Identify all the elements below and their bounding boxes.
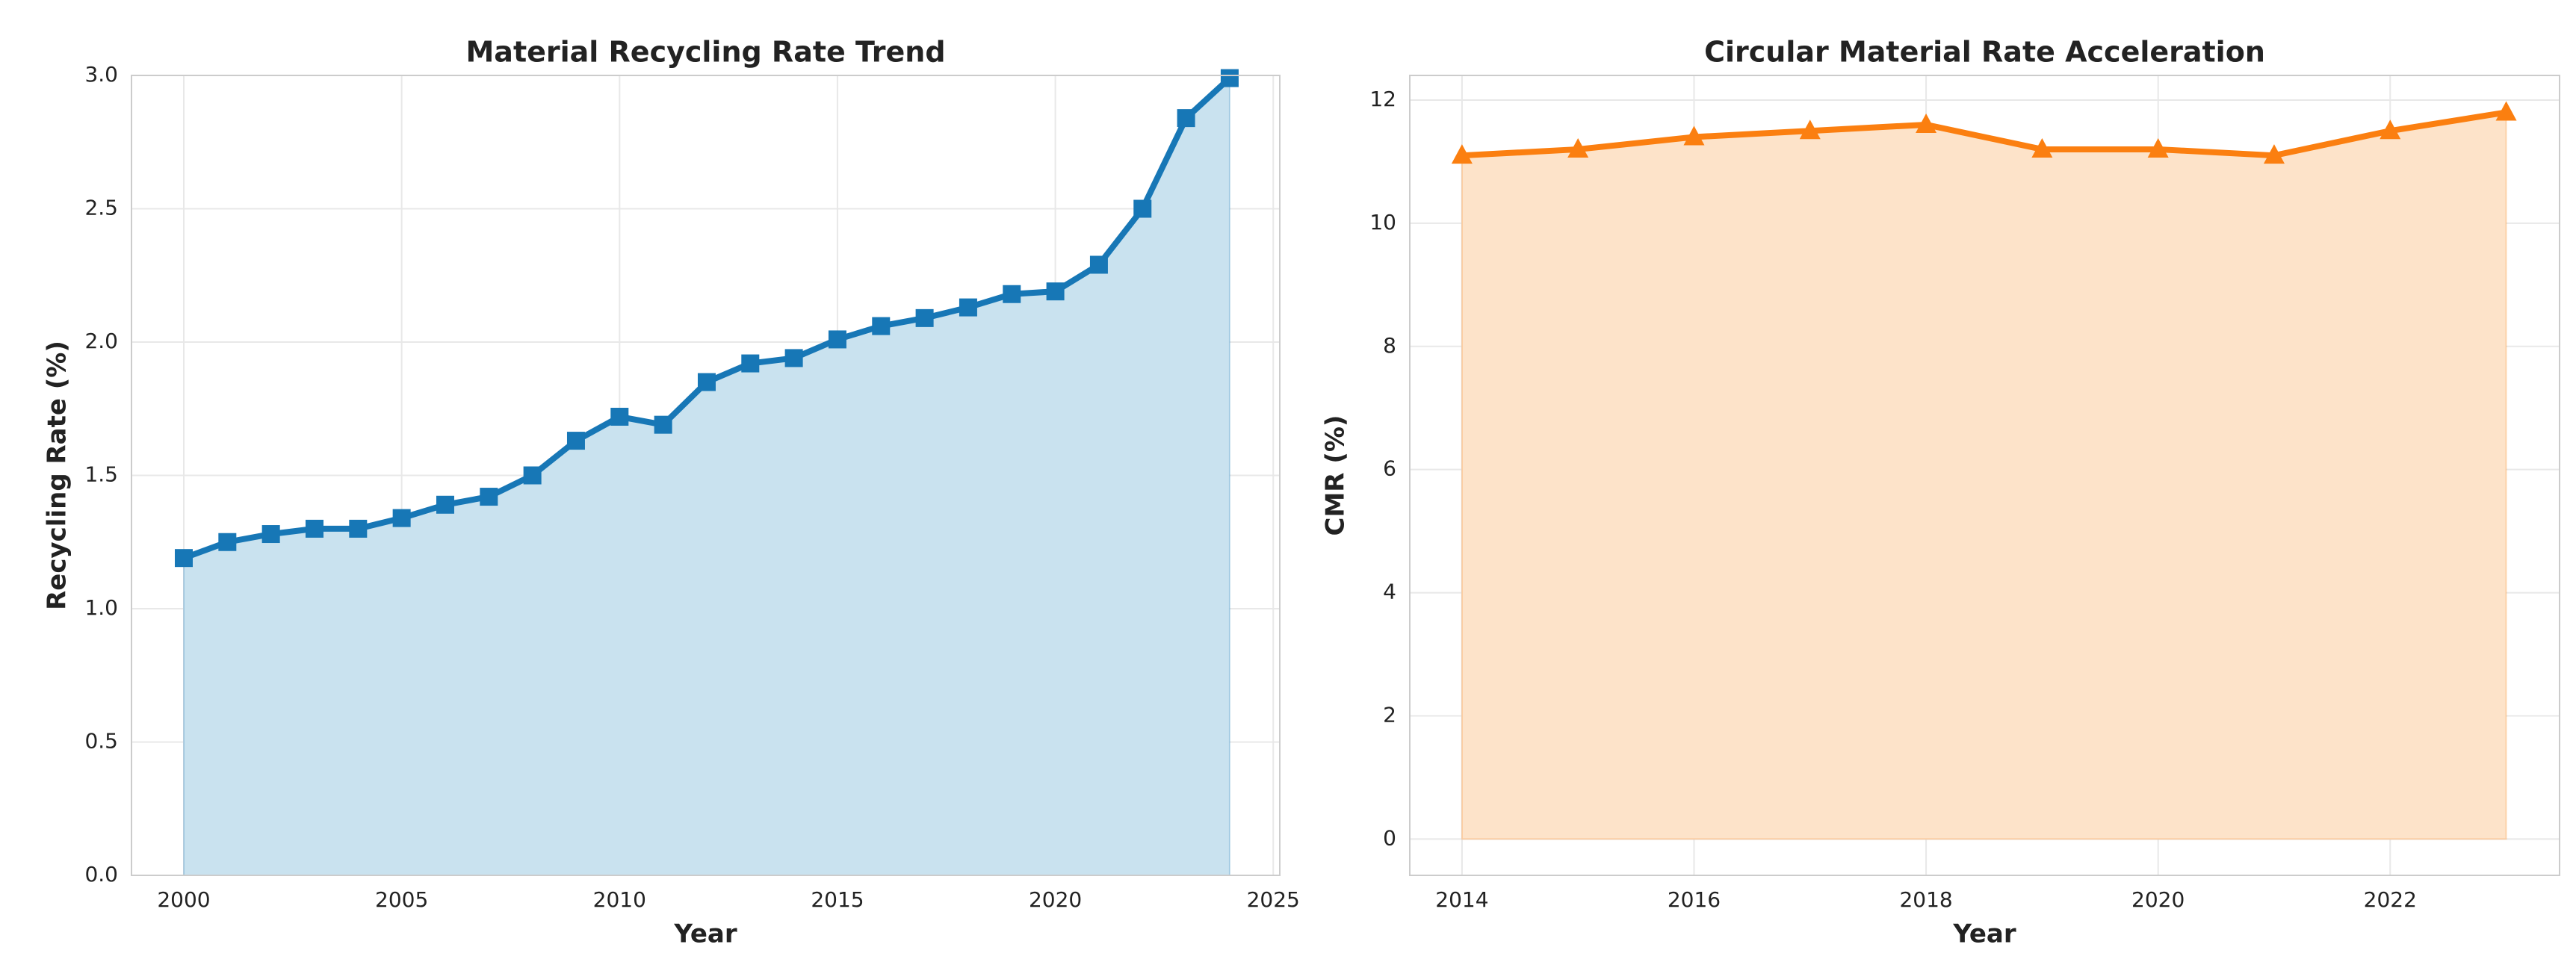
marker bbox=[610, 407, 629, 426]
x-tick-label: 2025 bbox=[1247, 887, 1300, 912]
marker bbox=[784, 349, 803, 367]
marker bbox=[305, 519, 323, 538]
marker bbox=[1003, 285, 1021, 303]
marker bbox=[566, 432, 585, 450]
x-tick-label: 2018 bbox=[1899, 887, 1952, 912]
marker bbox=[1451, 144, 1473, 164]
marker bbox=[261, 525, 280, 544]
x-tick-label: 2005 bbox=[375, 887, 428, 912]
marker bbox=[1683, 125, 1705, 146]
plot-frame bbox=[1409, 75, 2560, 876]
y-tick-label: 8 bbox=[1383, 333, 1396, 358]
marker bbox=[1046, 282, 1065, 301]
y-tick-label: 0 bbox=[1383, 825, 1396, 850]
marker bbox=[828, 330, 846, 349]
x-axis-label: Year bbox=[673, 919, 737, 949]
marker bbox=[654, 415, 672, 434]
y-tick-label: 3.0 bbox=[84, 62, 118, 87]
chart-title: Material Recycling Rate Trend bbox=[465, 36, 945, 69]
x-tick-label: 2000 bbox=[157, 887, 210, 912]
line bbox=[1461, 109, 2507, 159]
y-axis-label: Recycling Rate (%) bbox=[43, 341, 72, 610]
plot-frame bbox=[131, 75, 1281, 876]
y-axis-label: CMR (%) bbox=[1321, 415, 1351, 536]
x-tick-label: 2015 bbox=[811, 887, 864, 912]
marker bbox=[1916, 113, 1937, 133]
marker bbox=[2495, 101, 2517, 121]
marker bbox=[915, 308, 934, 327]
marker bbox=[2147, 137, 2169, 158]
x-tick-label: 2014 bbox=[1435, 887, 1488, 912]
y-tick-label: 2 bbox=[1383, 702, 1396, 727]
marker bbox=[1133, 199, 1152, 218]
y-tick-label: 10 bbox=[1369, 210, 1396, 235]
marker bbox=[2380, 120, 2401, 140]
marker bbox=[349, 519, 368, 538]
marker bbox=[1177, 109, 1195, 128]
marker bbox=[872, 317, 891, 335]
marker bbox=[523, 466, 542, 485]
y-tick-label: 2.0 bbox=[84, 329, 118, 353]
marker bbox=[1799, 120, 1821, 140]
marker bbox=[959, 298, 977, 317]
marker bbox=[697, 373, 716, 391]
x-tick-label: 2016 bbox=[1668, 887, 1721, 912]
y-tick-label: 1.0 bbox=[84, 595, 118, 620]
x-tick-label: 2022 bbox=[2364, 887, 2417, 912]
y-tick-label: 0.5 bbox=[84, 729, 118, 754]
chart-title: Circular Material Rate Acceleration bbox=[1704, 36, 2265, 69]
x-tick-label: 2020 bbox=[2131, 887, 2185, 912]
marker bbox=[2263, 144, 2285, 164]
marker bbox=[1567, 137, 1589, 158]
marker bbox=[436, 495, 454, 514]
marker bbox=[480, 488, 498, 506]
y-tick-label: 6 bbox=[1383, 456, 1396, 481]
y-tick-label: 4 bbox=[1383, 580, 1396, 604]
marker bbox=[2031, 137, 2053, 158]
marker bbox=[174, 549, 193, 568]
marker bbox=[218, 533, 237, 551]
area-fill bbox=[182, 76, 1230, 876]
x-tick-label: 2020 bbox=[1029, 887, 1082, 912]
x-tick-label: 2010 bbox=[593, 887, 646, 912]
x-axis-label: Year bbox=[1952, 919, 2016, 949]
marker bbox=[1089, 255, 1108, 274]
marker bbox=[741, 354, 760, 373]
y-tick-label: 1.5 bbox=[84, 462, 118, 487]
y-tick-label: 12 bbox=[1369, 87, 1396, 111]
marker bbox=[1220, 69, 1239, 87]
y-tick-label: 2.5 bbox=[84, 196, 118, 220]
area-fill bbox=[1461, 111, 2507, 840]
y-tick-label: 0.0 bbox=[84, 862, 118, 887]
marker bbox=[392, 509, 411, 527]
